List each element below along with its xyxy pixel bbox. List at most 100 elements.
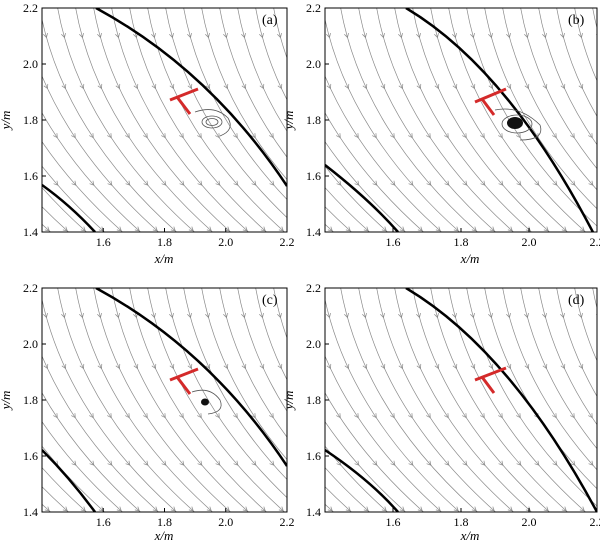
panel-c: 1.6 1.8 2.0 2.2 1.4 1.6 1.8 2.0 2.2 (c) y/m x/m	[0, 281, 336, 543]
streamline-arrow	[399, 506, 405, 512]
streamline-arrow	[183, 84, 189, 89]
vortex-spiral	[194, 109, 231, 137]
streamline-arrow	[237, 84, 243, 89]
streamline-arrow	[147, 84, 153, 89]
streamline-arrow	[8, 84, 14, 89]
streamline-arrow	[489, 226, 495, 232]
streamline	[57, 288, 196, 512]
y-tick-label: 1.4	[306, 225, 321, 239]
streamline-arrow	[385, 33, 390, 38]
x-tick-label: 2.0	[522, 235, 537, 249]
streamline-arrow	[336, 460, 342, 466]
streamline-arrow	[179, 133, 184, 139]
streamline-arrow	[143, 180, 149, 186]
streamline	[502, 288, 597, 471]
streamline-arrow	[471, 226, 477, 232]
streamline-arrow	[236, 33, 241, 38]
streamline-arrow	[71, 413, 76, 419]
streamline	[412, 8, 551, 232]
streamline-arrow	[498, 460, 504, 466]
x-tick-label: 2.0	[522, 515, 537, 529]
x-tick-label: 2.2	[280, 235, 295, 249]
streamline	[412, 288, 551, 512]
streamline-arrow	[560, 363, 566, 370]
streamline-arrow	[187, 363, 193, 370]
streamline	[219, 8, 287, 158]
streamline-arrow	[416, 363, 422, 370]
streamline-arrow	[170, 226, 176, 232]
streamline-arrow	[331, 313, 336, 318]
streamline-arrow	[259, 363, 265, 370]
streamline	[42, 445, 106, 512]
streamline-arrow	[115, 32, 120, 39]
streamline-arrow	[97, 312, 102, 319]
streamline	[75, 288, 214, 512]
x-tick-label: 2.2	[590, 515, 600, 529]
streamline	[42, 165, 106, 232]
streamline	[325, 141, 407, 232]
inner-wall	[325, 164, 399, 232]
streamline-arrow	[259, 32, 264, 39]
streamline-arrow	[233, 180, 239, 186]
streamline	[574, 8, 597, 82]
streamline	[325, 75, 443, 232]
streamline-arrow	[480, 133, 485, 139]
streamline-arrow	[408, 460, 414, 466]
panel-label: (d)	[568, 293, 585, 308]
streamline-arrow	[552, 180, 558, 186]
streamline	[123, 0, 273, 242]
streamline-arrow	[431, 133, 437, 139]
streamline-arrow	[444, 460, 450, 466]
streamline-arrow	[292, 507, 298, 513]
streamline	[42, 206, 70, 232]
streamline	[394, 288, 533, 512]
streamline-arrow	[390, 460, 396, 466]
streamline-arrow	[7, 33, 12, 38]
streamline	[237, 288, 287, 412]
streamline-arrow	[560, 32, 565, 39]
y-tick-label: 2.0	[306, 57, 321, 71]
streamline-arrow	[360, 181, 366, 187]
streamline-arrow	[344, 32, 349, 39]
streamline-arrow	[25, 33, 30, 38]
plate-marker	[169, 367, 199, 395]
streamline-arrow	[524, 32, 529, 39]
streamline-arrow	[62, 506, 68, 512]
streamline-arrow	[128, 33, 133, 38]
streamline-arrow	[408, 413, 413, 419]
streamline	[141, 278, 291, 522]
y-axis-label: y/m	[0, 111, 13, 132]
streamline-arrow	[192, 133, 198, 139]
streamline-arrow	[354, 133, 359, 139]
streamline-arrow	[242, 506, 248, 512]
streamline-arrow	[404, 84, 410, 89]
streamline-arrow	[151, 83, 157, 90]
streamline-arrow	[413, 133, 419, 139]
streamline-arrow	[434, 83, 440, 90]
streamline-arrow	[462, 180, 468, 186]
streamline	[340, 288, 479, 512]
streamline-arrow	[43, 32, 48, 39]
streamline-arrow	[534, 460, 540, 466]
streamline-arrow	[324, 181, 330, 187]
streamline-arrow	[259, 312, 264, 319]
streamline-arrow	[251, 133, 256, 139]
streamline-arrow	[133, 32, 138, 39]
streamline-arrow	[452, 83, 458, 90]
streamline-arrow	[152, 226, 158, 232]
streamline-arrow	[133, 312, 138, 319]
streamline-arrow	[218, 33, 223, 38]
streamline	[57, 8, 196, 232]
streamline	[177, 0, 327, 242]
streamline-arrow	[398, 32, 403, 39]
streamline-arrow	[308, 33, 313, 38]
streamline-arrow	[79, 312, 84, 319]
streamline-arrow	[372, 460, 378, 466]
wall-curves	[42, 288, 287, 512]
streamline-arrow	[561, 226, 567, 232]
streamline-arrow	[570, 133, 575, 139]
streamline-arrow	[363, 226, 369, 232]
streamline-arrow	[71, 180, 77, 186]
streamline-arrow	[318, 413, 324, 419]
